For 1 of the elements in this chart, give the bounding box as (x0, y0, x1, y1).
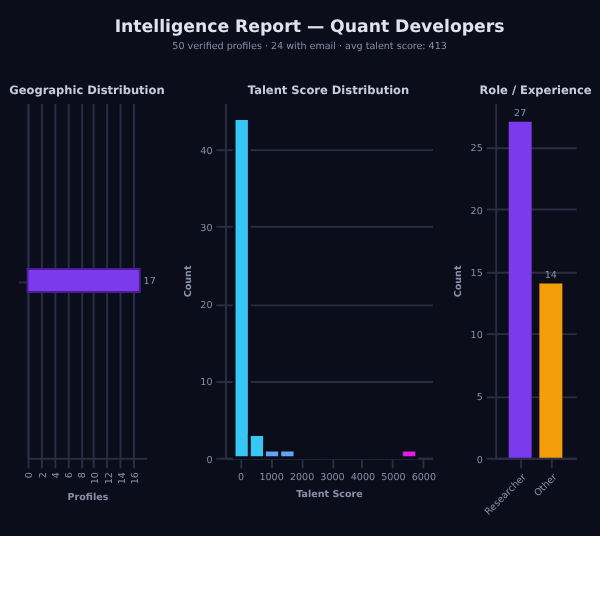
text: Intelligence Report — Quant Developers (114, 18, 505, 39)
